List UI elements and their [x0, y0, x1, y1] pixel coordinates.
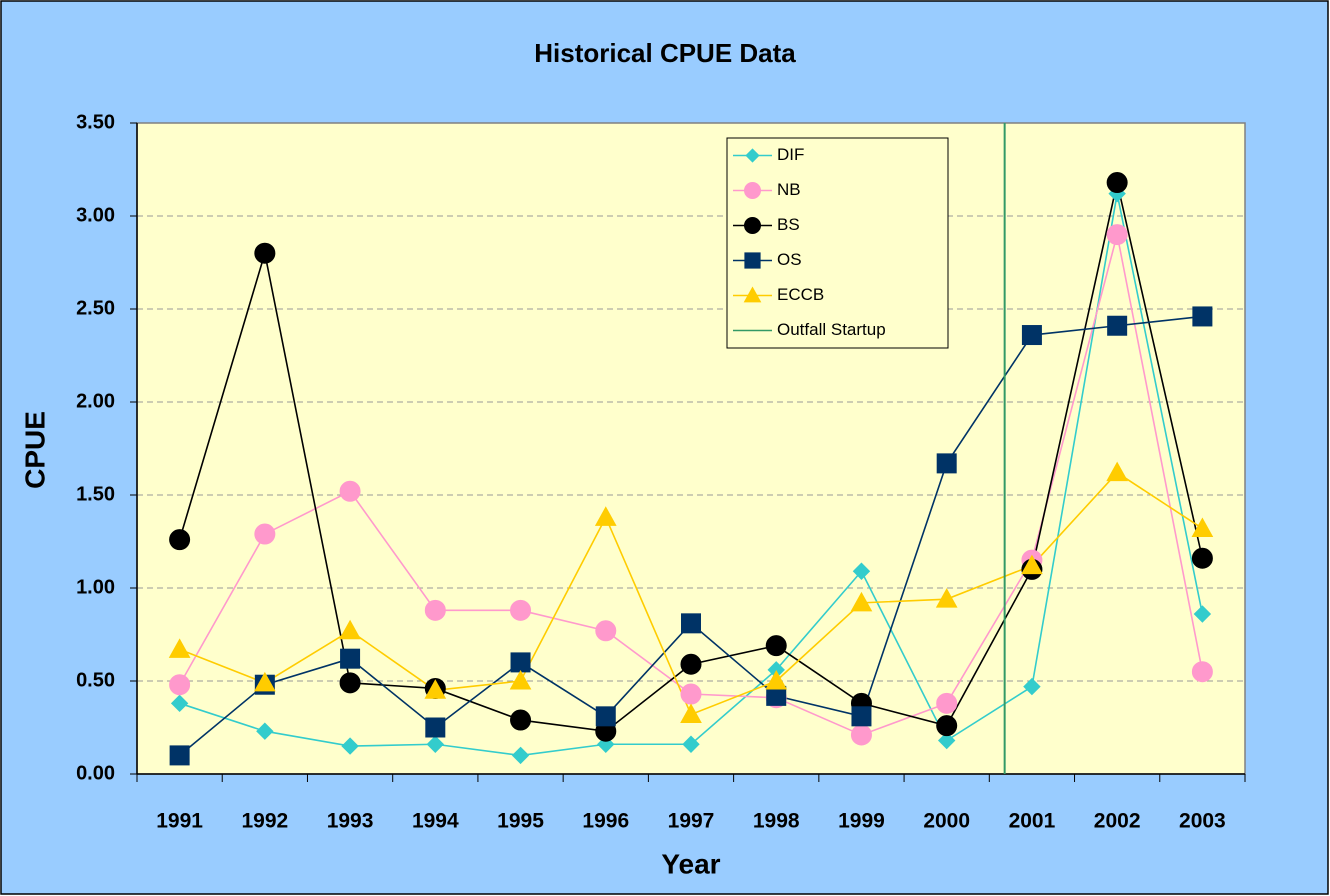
data-point	[682, 735, 700, 753]
data-point	[594, 506, 617, 526]
data-point	[510, 652, 531, 673]
data-point	[680, 703, 702, 723]
data-point	[254, 242, 276, 264]
data-point	[1021, 325, 1042, 346]
data-point	[1107, 315, 1128, 336]
y-tick-label: 1.00	[76, 576, 115, 598]
data-point	[851, 706, 872, 727]
x-tick-label: 1996	[582, 810, 629, 833]
data-point	[1023, 677, 1041, 696]
data-point	[937, 731, 956, 750]
chart-title: Historical CPUE Data	[534, 38, 796, 68]
data-point	[680, 653, 702, 675]
data-point	[1021, 554, 1043, 575]
x-tick-label: 1993	[327, 810, 374, 833]
data-point	[426, 735, 445, 753]
data-point	[339, 619, 361, 640]
legend-marker	[745, 148, 760, 163]
data-point	[852, 562, 871, 580]
data-point	[510, 709, 532, 731]
data-point	[256, 722, 274, 740]
legend-label: ECCB	[777, 285, 824, 304]
y-tick-label: 0.50	[76, 669, 115, 691]
data-point	[509, 669, 532, 690]
data-point	[765, 669, 788, 690]
legend-box	[726, 137, 949, 349]
data-point	[595, 706, 616, 727]
data-point	[935, 588, 958, 608]
data-point	[1106, 172, 1128, 194]
data-point	[1191, 661, 1213, 683]
data-point	[936, 453, 957, 474]
data-point	[681, 613, 701, 634]
data-point	[254, 523, 276, 545]
x-tick-label: 2000	[923, 810, 970, 833]
legend-label: DIF	[777, 145, 804, 164]
x-tick-label: 1995	[497, 810, 544, 833]
data-point	[936, 692, 958, 714]
data-point	[680, 683, 702, 705]
y-axis-label: CPUE	[19, 411, 50, 489]
y-tick-label: 3.00	[76, 204, 115, 226]
legend-marker	[744, 182, 761, 199]
data-point	[511, 746, 530, 765]
data-point	[850, 591, 873, 612]
data-point	[1193, 605, 1212, 623]
y-tick-label: 1.50	[76, 483, 115, 505]
data-point	[1191, 547, 1213, 569]
data-point	[424, 599, 446, 621]
data-point	[169, 529, 191, 551]
data-point	[850, 724, 872, 746]
legend-marker	[744, 252, 761, 269]
data-point	[1191, 517, 1214, 537]
y-tick-label: 2.50	[76, 297, 115, 319]
data-point	[1192, 306, 1213, 327]
legend-label: OS	[777, 250, 802, 269]
legend-marker	[743, 286, 762, 303]
legend-label: Outfall Startup	[777, 320, 886, 339]
x-tick-label: 1992	[241, 810, 288, 833]
data-point	[253, 671, 276, 692]
data-point	[340, 648, 361, 669]
y-tick-label: 2.00	[76, 390, 115, 412]
data-point	[169, 745, 190, 766]
x-tick-label: 1994	[412, 810, 459, 833]
data-point	[425, 717, 446, 738]
data-point	[169, 674, 191, 696]
data-point	[595, 620, 617, 642]
x-tick-label: 1991	[156, 810, 203, 833]
data-point	[1106, 224, 1128, 246]
x-tick-label: 2002	[1094, 810, 1141, 833]
x-tick-label: 1997	[668, 810, 715, 833]
data-point	[765, 635, 787, 657]
data-point	[170, 694, 189, 713]
y-tick-label: 3.50	[76, 111, 115, 133]
y-tick-label: 0.00	[76, 762, 115, 784]
data-point	[168, 638, 191, 658]
data-point	[1106, 461, 1129, 482]
x-tick-label: 2003	[1179, 810, 1226, 833]
x-tick-label: 2001	[1009, 810, 1056, 833]
legend-label: NB	[777, 180, 801, 199]
x-axis-label: Year	[661, 848, 720, 879]
data-point	[510, 599, 532, 621]
x-tick-label: 1998	[753, 810, 800, 833]
legend-label: BS	[777, 215, 800, 234]
data-point	[424, 679, 447, 699]
data-point	[936, 715, 958, 737]
data-point	[339, 672, 361, 694]
data-point	[341, 737, 359, 755]
legend-marker	[744, 217, 761, 234]
x-tick-label: 1999	[838, 810, 885, 833]
data-point	[339, 480, 361, 502]
